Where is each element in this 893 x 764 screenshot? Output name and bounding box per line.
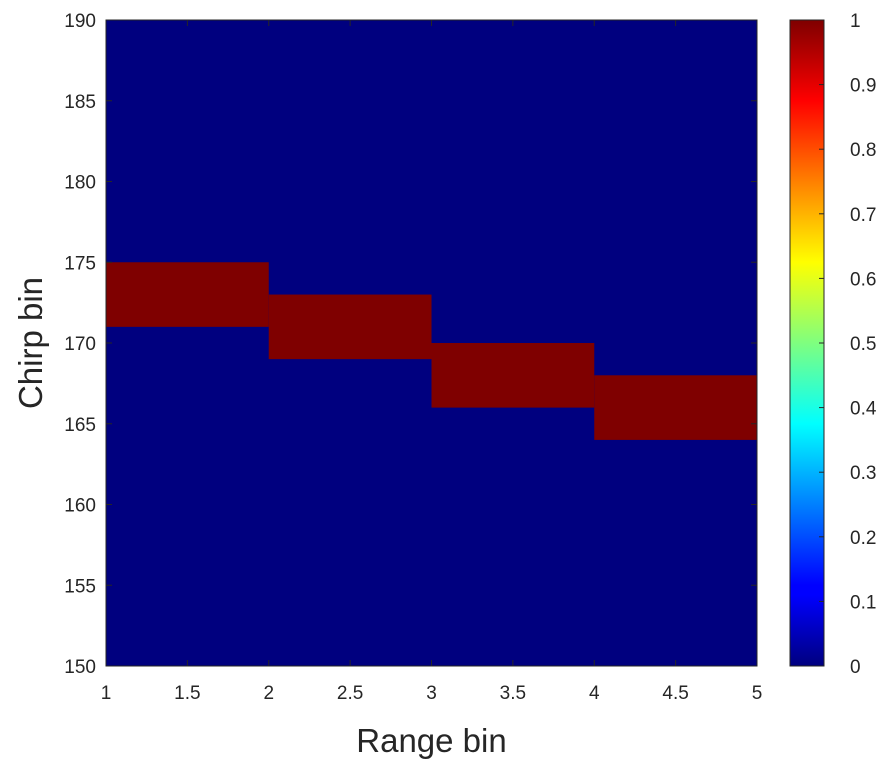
y-axis-ticks: 150 155 160 165 170 175 180 185 190 [64,11,757,678]
y-tick-label: 160 [64,496,96,517]
colorbar-ticks: 0 0.1 0.2 0.3 0.4 0.5 0.6 0.7 0.8 0.9 1 [819,11,877,678]
heatmap-cell [106,262,269,327]
x-tick-label: 1.5 [174,683,200,704]
x-tick-label: 2 [263,683,274,704]
colorbar-tick-label: 0.8 [850,140,876,161]
y-tick-label: 175 [64,253,96,274]
colorbar-tick-label: 0.2 [850,528,876,549]
colorbar-tick-label: 0 [850,657,861,678]
y-tick-label: 150 [64,657,96,678]
plot-area [105,19,758,667]
x-axis-label: Range bin [356,722,506,759]
y-tick-label: 165 [64,415,96,436]
colorbar-gradient [789,19,825,667]
y-tick-label: 170 [64,334,96,355]
heatmap-cell [431,343,595,408]
colorbar-tick-label: 1 [850,11,861,32]
x-tick-label: 2.5 [337,683,363,704]
colorbar-tick-label: 0.1 [850,592,876,613]
x-tick-label: 4 [589,683,600,704]
y-tick-label: 185 [64,92,96,113]
x-tick-label: 3 [426,683,437,704]
colorbar-tick-label: 0.3 [850,463,876,484]
x-tick-label: 1 [101,683,112,704]
colorbar-tick-label: 0.4 [850,399,877,420]
y-tick-label: 190 [64,11,96,32]
heatmap-cells [106,262,757,440]
colorbar-tick-label: 0.9 [850,76,876,97]
colorbar: 0 0.1 0.2 0.3 0.4 0.5 0.6 0.7 0.8 0.9 1 [789,11,877,678]
y-tick-label: 155 [64,576,96,597]
colorbar-tick-label: 0.5 [850,334,876,355]
x-tick-label: 4.5 [662,683,688,704]
y-tick-label: 180 [64,173,96,194]
heatmap-cell [268,294,432,360]
x-tick-label: 5 [752,683,763,704]
colorbar-tick-label: 0.6 [850,269,876,290]
heatmap-cell [594,375,757,440]
colorbar-tick-label: 0.7 [850,205,876,226]
x-axis-ticks: 1 1.5 2 2.5 3 3.5 4 4.5 5 [101,20,763,704]
y-axis-label: Chirp bin [12,277,49,409]
x-tick-label: 3.5 [500,683,526,704]
